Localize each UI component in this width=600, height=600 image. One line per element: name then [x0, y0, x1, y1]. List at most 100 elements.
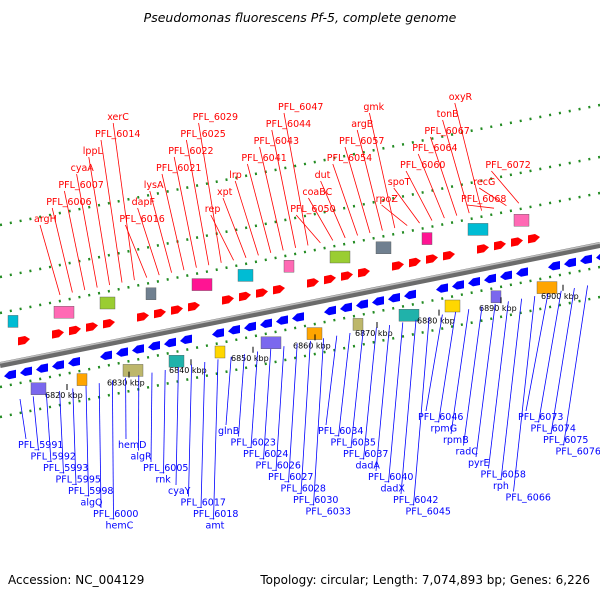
forward-gene-label: PFL_6006	[46, 197, 91, 208]
reverse-label-leader	[163, 369, 166, 474]
forward-label-leader	[112, 122, 135, 281]
reverse-gene-label: PFL_5998	[68, 486, 113, 497]
forward-label-leader	[198, 122, 222, 263]
reverse-gene-arrow	[580, 254, 592, 264]
forward-gene-label: spoT	[388, 177, 411, 188]
reverse-gene-label: PFL_6000	[93, 509, 138, 520]
reverse-label-leader	[213, 359, 219, 520]
reverse-gene-label: PFL_6046	[418, 412, 463, 423]
reverse-label-leader	[59, 391, 64, 474]
forward-gene-arrow	[511, 237, 523, 247]
reverse-label-leader	[338, 332, 351, 437]
forward-gene-arrow	[18, 336, 30, 346]
reverse-label-leader	[463, 306, 483, 446]
reverse-gene-label: PFL_6058	[481, 470, 526, 481]
forward-gene-arrow	[256, 288, 268, 298]
reverse-label-leader	[32, 396, 39, 451]
forward-label-leader	[125, 224, 148, 278]
forward-label-leader	[417, 153, 445, 219]
gene-feature-box	[99, 296, 116, 310]
reverse-gene-arrow	[356, 299, 368, 309]
forward-label-leader	[64, 190, 86, 291]
reverse-gene-arrow	[596, 253, 600, 261]
forward-gene-arrow	[137, 312, 149, 322]
forward-gene-label: PFL_6029	[193, 112, 238, 123]
forward-label-leader	[344, 146, 371, 234]
gene-feature-box	[53, 306, 75, 319]
forward-label-leader	[51, 207, 73, 293]
reverse-label-leader	[19, 398, 27, 440]
reverse-gene-arrow	[68, 357, 80, 367]
forward-gene-arrow	[324, 274, 336, 285]
forward-gene-arrow	[188, 302, 200, 312]
gene-feature-box	[7, 315, 19, 328]
forward-label-leader	[137, 207, 160, 276]
tick-row	[0, 295, 600, 419]
reverse-gene-label: radC	[456, 447, 479, 458]
reverse-label-leader	[98, 383, 102, 509]
forward-gene-label: dapF	[132, 197, 155, 208]
forward-label-leader	[466, 204, 495, 209]
gene-feature-box	[490, 290, 502, 303]
forward-gene-label: PFL_6007	[58, 180, 103, 191]
reverse-gene-label: PFL_6076	[556, 447, 600, 458]
reverse-label-leader	[325, 335, 338, 426]
gene-feature-box	[444, 299, 461, 313]
reverse-gene-arrow	[452, 280, 464, 290]
forward-gene-label: lysA	[144, 180, 164, 191]
reverse-gene-arrow	[164, 337, 176, 348]
forward-gene-label: argH	[34, 214, 57, 225]
reverse-label-leader	[263, 348, 272, 460]
scale-tick-label: 6860 kbp	[293, 341, 331, 350]
forward-label-leader	[430, 136, 458, 216]
reverse-gene-label: PFL_6028	[281, 484, 326, 495]
forward-label-leader	[393, 187, 420, 224]
reverse-label-leader	[425, 314, 443, 412]
gene-feature-box	[145, 287, 157, 300]
accession-text: Accession: NC_004129	[8, 573, 145, 587]
reverse-gene-arrow	[20, 366, 32, 376]
reverse-gene-label: PFL_6035	[331, 438, 376, 449]
reverse-gene-label: PFL_5992	[31, 452, 76, 463]
reverse-gene-arrow	[132, 344, 144, 354]
reverse-gene-arrow	[468, 277, 480, 287]
reverse-label-leader	[450, 309, 470, 435]
reverse-label-leader	[363, 327, 377, 460]
reverse-gene-label: PFL_6073	[518, 412, 563, 423]
forward-gene-label: PFL_6043	[254, 136, 299, 147]
forward-label-leader	[149, 190, 172, 273]
reverse-gene-label: cyaY	[168, 486, 191, 497]
forward-gene-arrow	[52, 329, 64, 339]
reverse-label-leader	[475, 303, 496, 458]
reverse-gene-arrow	[100, 350, 112, 360]
reverse-label-leader	[413, 317, 430, 506]
reverse-gene-label: rph	[493, 481, 509, 492]
forward-label-leader	[222, 197, 247, 258]
forward-gene-label: PFL_6057	[339, 136, 384, 147]
gene-feature-box	[398, 309, 420, 322]
forward-gene-arrow	[239, 291, 251, 302]
reverse-gene-arrow	[436, 283, 448, 293]
reverse-gene-arrow	[212, 328, 224, 338]
reverse-label-leader	[238, 354, 245, 437]
forward-gene-label: argB	[351, 119, 373, 130]
reverse-gene-arrow	[516, 267, 528, 277]
forward-gene-label: cyaA	[71, 163, 95, 174]
forward-gene-arrow	[69, 325, 81, 336]
forward-label-leader	[369, 112, 396, 229]
scale-tick-label: 6820 kbp	[45, 391, 83, 400]
reverse-gene-label: PFL_6033	[306, 507, 351, 518]
forward-label-leader	[39, 224, 61, 296]
reverse-gene-label: PFL_5995	[56, 475, 101, 486]
tick-row	[0, 265, 600, 389]
reverse-gene-label: amt	[206, 521, 225, 532]
reverse-gene-label: pyrE	[468, 458, 490, 469]
reverse-gene-label: PFL_6018	[193, 509, 238, 520]
forward-label-leader	[381, 204, 408, 226]
reverse-label-leader	[288, 343, 298, 483]
scale-tick-label: 6850 kbp	[231, 354, 269, 363]
forward-label-leader	[308, 197, 334, 241]
reverse-gene-label: hemC	[106, 521, 134, 532]
reverse-gene-label: PFL_6005	[143, 463, 188, 474]
forward-gene-label: PFL_6054	[327, 153, 372, 164]
